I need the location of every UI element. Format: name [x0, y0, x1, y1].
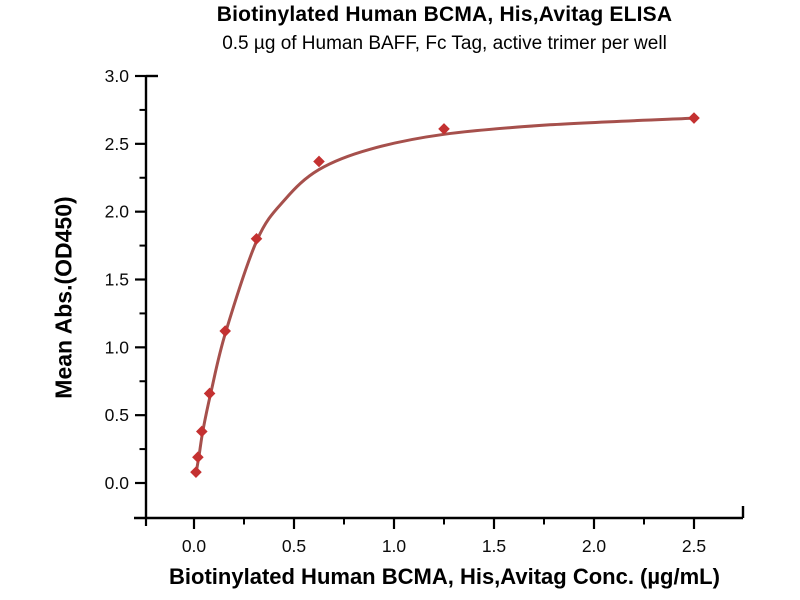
chart-title: Biotinylated Human BCMA, His,Avitag ELIS… [216, 3, 673, 26]
x-tick-label: 2.5 [682, 536, 706, 556]
data-point-marker [313, 155, 325, 168]
y-tick-label: 2.0 [105, 202, 130, 222]
chart-subtitle: 0.5 µg of Human BAFF, Fc Tag, active tri… [222, 33, 667, 54]
y-tick-label: 0.5 [105, 405, 129, 425]
x-tick-label: 1.5 [482, 536, 506, 556]
data-point-marker [219, 325, 231, 337]
y-tick-label: 1.0 [105, 337, 130, 357]
y-tick-label: 0.0 [105, 473, 130, 493]
data-point-marker [250, 232, 263, 245]
data-point-marker [190, 466, 202, 478]
x-tick-label: 0.5 [282, 536, 306, 556]
fit-curve [194, 116, 697, 475]
data-point-marker [203, 387, 216, 400]
data-point-marker [688, 112, 700, 124]
data-point-marker [196, 425, 208, 438]
data-point-marker [192, 451, 204, 464]
y-tick-label: 2.5 [105, 134, 129, 154]
x-tick-label: 0.0 [182, 536, 207, 556]
data-point-marker [438, 123, 450, 135]
x-tick-label: 1.0 [382, 536, 407, 556]
x-axis-title: Biotinylated Human BCMA, His,Avitag Conc… [169, 564, 720, 589]
y-tick-label: 1.5 [105, 269, 129, 289]
x-tick-label: 2.0 [582, 536, 607, 556]
y-tick-label: 3.0 [105, 66, 130, 86]
